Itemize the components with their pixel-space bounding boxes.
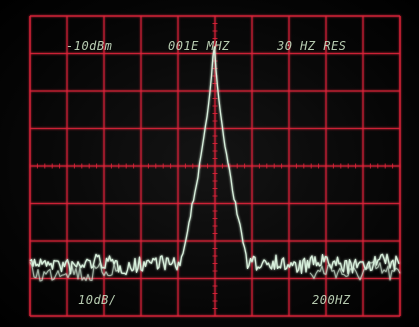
spectrum-trace (29, 46, 400, 276)
reference-level-readout: -10dBm (66, 39, 112, 53)
graticule-minor-ticks (29, 15, 401, 317)
vertical-scale-readout: 10dB/ (78, 293, 117, 307)
horizontal-scale-readout: 200HZ (312, 293, 351, 307)
noise-floor-trace (29, 260, 401, 282)
resolution-bandwidth-readout: 30 HZ RES (276, 39, 347, 53)
center-frequency-readout: 001E MHZ (168, 39, 230, 53)
